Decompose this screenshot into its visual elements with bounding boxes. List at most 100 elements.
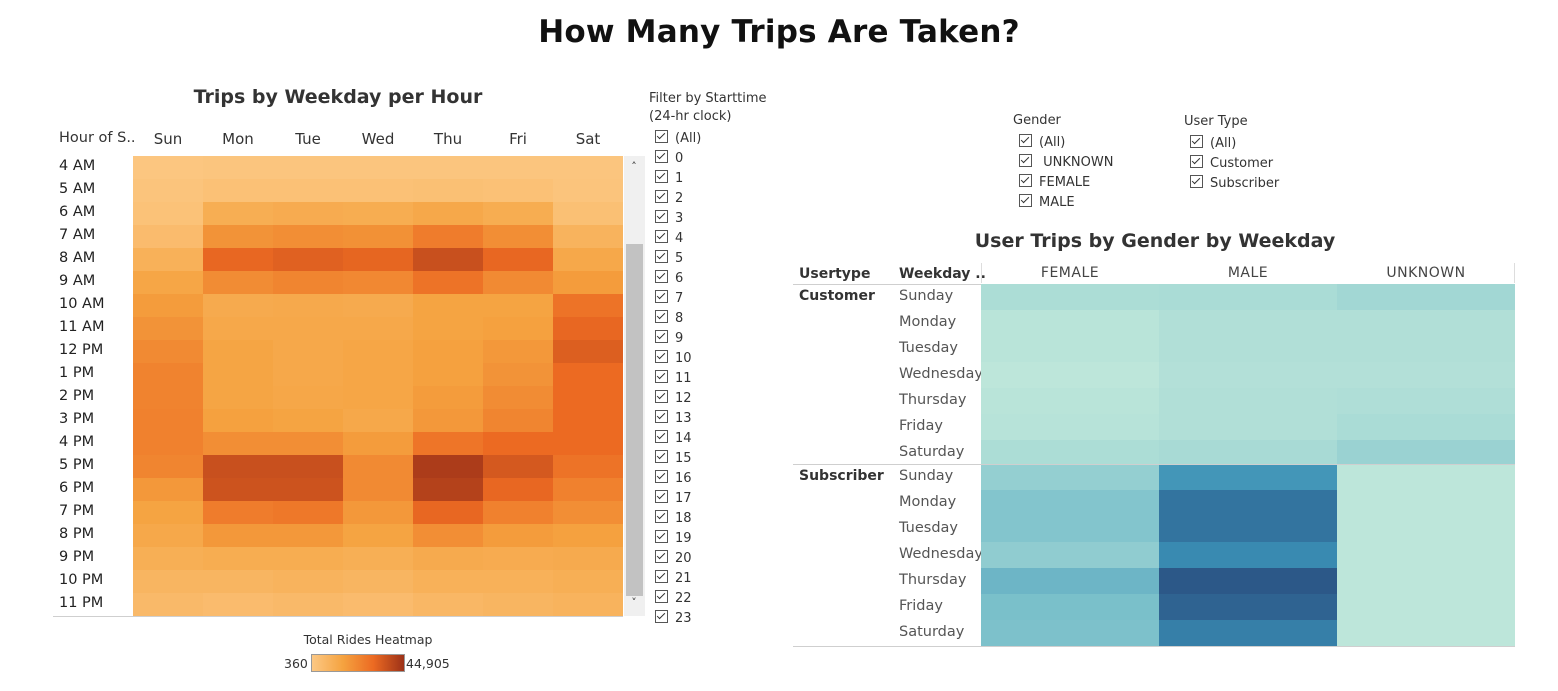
starttime-checkbox-icon[interactable] xyxy=(655,390,668,403)
gender-cell[interactable] xyxy=(1337,490,1515,516)
heatmap-cell[interactable] xyxy=(553,202,623,225)
starttime-checkbox-icon[interactable] xyxy=(655,270,668,283)
heatmap-cell[interactable] xyxy=(413,179,483,202)
heatmap-cell[interactable] xyxy=(553,524,623,547)
heatmap-cell[interactable] xyxy=(483,202,553,225)
heatmap-cell[interactable] xyxy=(133,524,203,547)
gender-cell[interactable] xyxy=(1337,516,1515,542)
heatmap-cell[interactable] xyxy=(413,547,483,570)
heatmap-cell[interactable] xyxy=(553,501,623,524)
gender-checkbox-icon[interactable] xyxy=(1019,154,1032,167)
usertype-column-header[interactable]: Usertype xyxy=(799,266,871,282)
heatmap-cell[interactable] xyxy=(483,432,553,455)
starttime-checkbox-icon[interactable] xyxy=(655,170,668,183)
heatmap-cell[interactable] xyxy=(133,432,203,455)
heatmap-cell[interactable] xyxy=(133,225,203,248)
gender-column-header[interactable]: FEMALE xyxy=(1040,265,1100,281)
heatmap-column-header[interactable]: Sat xyxy=(575,130,601,148)
starttime-option[interactable]: 17 xyxy=(655,489,692,509)
heatmap-cell[interactable] xyxy=(553,294,623,317)
heatmap-cell[interactable] xyxy=(343,248,413,271)
starttime-option[interactable]: 13 xyxy=(655,409,692,429)
gender-cell[interactable] xyxy=(1337,414,1515,440)
heatmap-cell[interactable] xyxy=(413,432,483,455)
heatmap-column-header[interactable]: Fri xyxy=(509,130,527,148)
starttime-checkbox-icon[interactable] xyxy=(655,350,668,363)
heatmap-cell[interactable] xyxy=(413,317,483,340)
heatmap-cell[interactable] xyxy=(273,179,343,202)
gender-cell[interactable] xyxy=(1337,464,1515,490)
heatmap-cell[interactable] xyxy=(203,294,273,317)
gender-cell[interactable] xyxy=(1337,284,1515,310)
gender-cell[interactable] xyxy=(1337,568,1515,594)
heatmap-cell[interactable] xyxy=(343,524,413,547)
heatmap-cell[interactable] xyxy=(203,478,273,501)
starttime-option[interactable]: 14 xyxy=(655,429,692,449)
gender-cell[interactable] xyxy=(981,516,1159,542)
gender-cell[interactable] xyxy=(1159,336,1337,362)
gender-column-header[interactable]: MALE xyxy=(1227,265,1269,281)
heatmap-cell[interactable] xyxy=(133,340,203,363)
heatmap-cell[interactable] xyxy=(413,409,483,432)
heatmap-cell[interactable] xyxy=(273,248,343,271)
heatmap-cell[interactable] xyxy=(553,248,623,271)
heatmap-row-header[interactable]: Hour of S.. xyxy=(59,130,136,146)
starttime-checkbox-icon[interactable] xyxy=(655,250,668,263)
heatmap-cell[interactable] xyxy=(483,409,553,432)
gender-cell[interactable] xyxy=(1337,362,1515,388)
starttime-option[interactable]: 21 xyxy=(655,569,692,589)
heatmap-cell[interactable] xyxy=(133,202,203,225)
heatmap-cell[interactable] xyxy=(483,363,553,386)
starttime-option[interactable]: 20 xyxy=(655,549,692,569)
starttime-checkbox-icon[interactable] xyxy=(655,430,668,443)
heatmap-cell[interactable] xyxy=(553,340,623,363)
gender-checkbox-icon[interactable] xyxy=(1019,174,1032,187)
heatmap-cell[interactable] xyxy=(343,317,413,340)
starttime-checkbox-icon[interactable] xyxy=(655,570,668,583)
heatmap-cell[interactable] xyxy=(553,478,623,501)
heatmap-cell[interactable] xyxy=(133,271,203,294)
heatmap-cell[interactable] xyxy=(203,202,273,225)
gender-cell[interactable] xyxy=(1159,542,1337,568)
starttime-option[interactable]: 1 xyxy=(655,169,683,189)
heatmap-cell[interactable] xyxy=(203,409,273,432)
heatmap-cell[interactable] xyxy=(203,340,273,363)
heatmap-cell[interactable] xyxy=(203,455,273,478)
heatmap-grid[interactable] xyxy=(133,156,623,616)
heatmap-column-header[interactable]: Wed xyxy=(361,130,395,148)
heatmap-cell[interactable] xyxy=(273,202,343,225)
gender-cell[interactable] xyxy=(1337,440,1515,466)
weekday-column-header[interactable]: Weekday .. xyxy=(899,266,986,282)
heatmap-cell[interactable] xyxy=(413,593,483,616)
heatmap-cell[interactable] xyxy=(133,294,203,317)
gender-checkbox-icon[interactable] xyxy=(1019,194,1032,207)
gender-cell[interactable] xyxy=(981,284,1159,310)
heatmap-cell[interactable] xyxy=(343,501,413,524)
usertype-option[interactable]: (All) xyxy=(1190,134,1236,154)
starttime-checkbox-icon[interactable] xyxy=(655,210,668,223)
gender-checkbox-icon[interactable] xyxy=(1019,134,1032,147)
heatmap-cell[interactable] xyxy=(483,524,553,547)
heatmap-cell[interactable] xyxy=(133,547,203,570)
heatmap-cell[interactable] xyxy=(553,271,623,294)
heatmap-cell[interactable] xyxy=(133,570,203,593)
heatmap-cell[interactable] xyxy=(343,225,413,248)
heatmap-cell[interactable] xyxy=(273,225,343,248)
heatmap-cell[interactable] xyxy=(273,432,343,455)
heatmap-cell[interactable] xyxy=(553,570,623,593)
starttime-option[interactable]: (All) xyxy=(655,129,701,149)
heatmap-cell[interactable] xyxy=(273,547,343,570)
heatmap-cell[interactable] xyxy=(273,317,343,340)
heatmap-cell[interactable] xyxy=(483,225,553,248)
heatmap-cell[interactable] xyxy=(273,363,343,386)
heatmap-cell[interactable] xyxy=(413,570,483,593)
scroll-down-icon[interactable]: ˅ xyxy=(631,596,637,609)
gender-cell[interactable] xyxy=(1337,388,1515,414)
heatmap-column-header[interactable]: Thu xyxy=(433,130,463,148)
heatmap-cell[interactable] xyxy=(273,593,343,616)
heatmap-column-header[interactable]: Mon xyxy=(222,130,254,148)
starttime-option[interactable]: 16 xyxy=(655,469,692,489)
heatmap-cell[interactable] xyxy=(553,547,623,570)
starttime-option[interactable]: 5 xyxy=(655,249,683,269)
gender-cell[interactable] xyxy=(1337,336,1515,362)
